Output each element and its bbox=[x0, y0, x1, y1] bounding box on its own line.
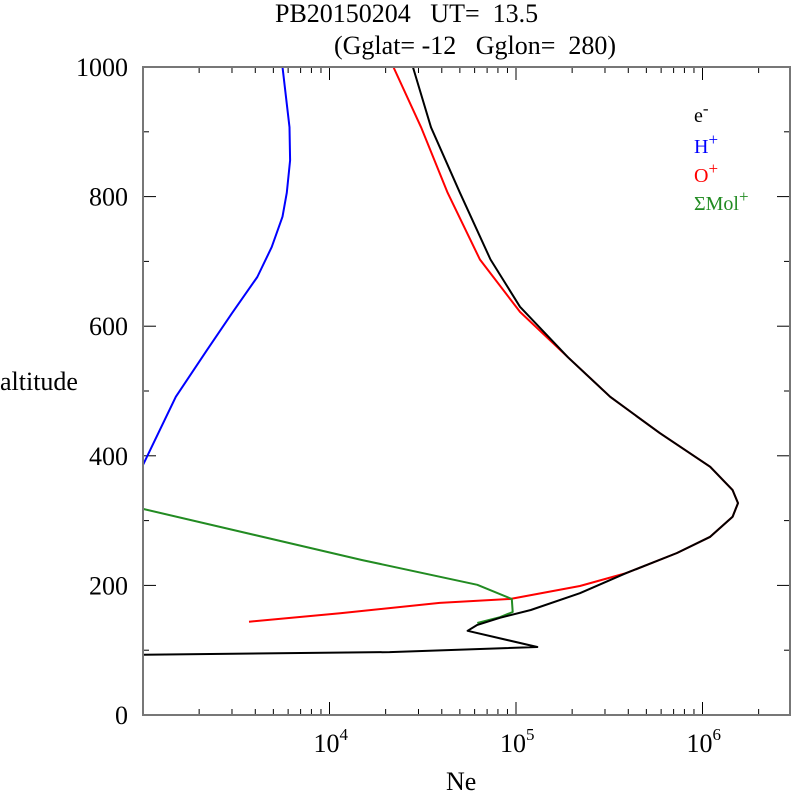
legend-entry: O+ bbox=[694, 159, 718, 187]
series-lines bbox=[142, 66, 739, 656]
legend-entry: e- bbox=[694, 99, 709, 127]
y-tick-label: 200 bbox=[89, 571, 128, 600]
y-tick-label: 400 bbox=[89, 442, 128, 471]
chart-title-line1: PB20150204 UT= 13.5 bbox=[275, 0, 538, 28]
x-axis-label: Ne bbox=[446, 767, 476, 796]
series-line-O bbox=[248, 66, 739, 623]
series-line-e bbox=[142, 66, 739, 656]
x-tick-label: 106 bbox=[687, 725, 722, 758]
plot-frame bbox=[142, 66, 791, 716]
legend-entry: ΣMol+ bbox=[694, 187, 749, 215]
series-line-Mol bbox=[142, 507, 514, 624]
y-tick-label: 1000 bbox=[76, 53, 128, 82]
x-tick-label: 105 bbox=[500, 725, 535, 758]
axis-ticks bbox=[143, 67, 790, 715]
y-tick-label: 800 bbox=[89, 183, 128, 212]
y-tick-label: 600 bbox=[89, 312, 128, 341]
y-axis-label: altitude bbox=[0, 367, 78, 396]
legend: e- H+O+ΣMol+ bbox=[694, 99, 749, 215]
chart-title-line2: (Gglat= -12 Gglon= 280) bbox=[334, 31, 616, 60]
series-line-H bbox=[142, 66, 292, 466]
legend-entry: H+ bbox=[694, 130, 718, 158]
x-tick-labels: 104 105 106 bbox=[314, 725, 722, 758]
x-tick-label: 104 bbox=[314, 725, 349, 758]
y-tick-labels: 0 200 400 600 800 1000 bbox=[76, 53, 128, 730]
y-tick-label: 0 bbox=[115, 701, 128, 730]
